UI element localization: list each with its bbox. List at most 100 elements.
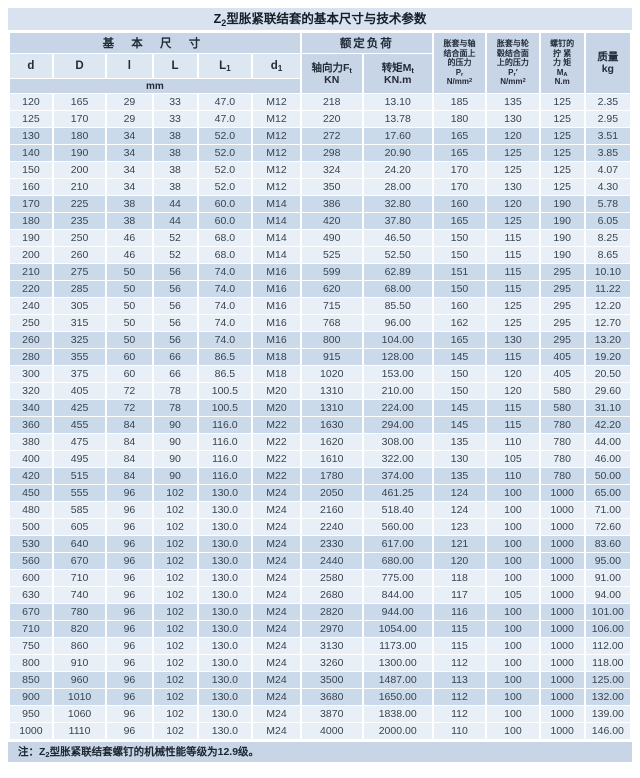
- cell-Ft: 915: [301, 349, 362, 365]
- cell-l: 38: [107, 213, 152, 229]
- cell-d: 800: [10, 655, 52, 671]
- cell-kg: 6.05: [585, 213, 630, 229]
- table-row: 190 250 46 52 68.0 M14 490 46.50 150 115 190 8.25: [10, 230, 630, 246]
- cell-Mt: 1054.00: [363, 621, 432, 637]
- cell-Mt: 96.00: [363, 315, 432, 331]
- cell-d: 150: [10, 162, 52, 178]
- mass-label: 质量: [597, 51, 619, 63]
- cell-d1: M24: [253, 706, 300, 722]
- cell-Pr: 121: [433, 536, 486, 552]
- cell-L1: 130.0: [198, 502, 252, 518]
- cell-D: 1010: [53, 689, 106, 705]
- cell-L: 38: [153, 179, 197, 195]
- cell-L1: 74.0: [198, 315, 252, 331]
- cell-MA: 125: [540, 94, 584, 110]
- cell-D: 455: [53, 417, 106, 433]
- cell-l: 96: [107, 570, 152, 586]
- cell-L1: 74.0: [198, 281, 252, 297]
- cell-Pr_hub: 105: [487, 587, 539, 603]
- cell-Pr_hub: 100: [487, 672, 539, 688]
- cell-Pr: 160: [433, 298, 486, 314]
- cell-kg: 112.00: [585, 638, 630, 654]
- cell-kg: 3.51: [585, 128, 630, 144]
- cell-Ft: 715: [301, 298, 362, 314]
- cell-Ft: 3260: [301, 655, 362, 671]
- cell-d1: M14: [253, 213, 300, 229]
- cell-Mt: 617.00: [363, 536, 432, 552]
- table-row: 130 180 34 38 52.0 M12 272 17.60 165 120 125 3.51: [10, 128, 630, 144]
- cell-D: 225: [53, 196, 106, 212]
- cell-L1: 130.0: [198, 519, 252, 535]
- cell-Pr_hub: 100: [487, 689, 539, 705]
- cell-MA: 295: [540, 315, 584, 331]
- cell-L1: 74.0: [198, 332, 252, 348]
- cell-L1: 47.0: [198, 111, 252, 127]
- cell-l: 34: [107, 128, 152, 144]
- cell-Ft: 1780: [301, 468, 362, 484]
- cell-L: 102: [153, 587, 197, 603]
- cell-Pr: 150: [433, 247, 486, 263]
- cell-Ft: 800: [301, 332, 362, 348]
- cell-Pr_hub: 105: [487, 451, 539, 467]
- cell-MA: 295: [540, 281, 584, 297]
- cell-Ft: 2680: [301, 587, 362, 603]
- cell-l: 34: [107, 145, 152, 161]
- cell-L1: 116.0: [198, 434, 252, 450]
- cell-D: 180: [53, 128, 106, 144]
- cell-D: 165: [53, 94, 106, 110]
- cell-d: 120: [10, 94, 52, 110]
- cell-D: 740: [53, 587, 106, 603]
- cell-MA: 1000: [540, 638, 584, 654]
- cell-L: 56: [153, 332, 197, 348]
- cell-Pr_hub: 115: [487, 230, 539, 246]
- cell-L: 102: [153, 723, 197, 739]
- cell-Pr_hub: 130: [487, 332, 539, 348]
- cell-L1: 130.0: [198, 706, 252, 722]
- cell-l: 50: [107, 332, 152, 348]
- cell-d1: M22: [253, 451, 300, 467]
- cell-Ft: 620: [301, 281, 362, 297]
- cell-D: 670: [53, 553, 106, 569]
- cell-L1: 60.0: [198, 213, 252, 229]
- pressure-shaft-symbol: Pr: [455, 67, 464, 79]
- cell-kg: 125.00: [585, 672, 630, 688]
- cell-L1: 100.5: [198, 383, 252, 399]
- cell-Mt: 461.25: [363, 485, 432, 501]
- cell-L1: 52.0: [198, 128, 252, 144]
- cell-d: 900: [10, 689, 52, 705]
- cell-Ft: 1610: [301, 451, 362, 467]
- cell-kg: 5.78: [585, 196, 630, 212]
- cell-Pr: 118: [433, 570, 486, 586]
- cell-Mt: 68.00: [363, 281, 432, 297]
- cell-l: 84: [107, 434, 152, 450]
- cell-d1: M24: [253, 587, 300, 603]
- axial-force-symbol: 轴向力Ft: [311, 61, 352, 75]
- cell-l: 96: [107, 689, 152, 705]
- cell-Pr: 120: [433, 553, 486, 569]
- table-row: 1000 1110 96 102 130.0 M24 4000 2000.00 110 100 10…: [10, 723, 630, 739]
- cell-l: 84: [107, 417, 152, 433]
- cell-L: 38: [153, 145, 197, 161]
- column-header-L1: L1: [198, 54, 252, 78]
- cell-l: 96: [107, 655, 152, 671]
- column-header-d1: d1: [253, 54, 300, 78]
- cell-Mt: 294.00: [363, 417, 432, 433]
- cell-Mt: 28.00: [363, 179, 432, 195]
- table-row: 300 375 60 66 86.5 M18 1020 153.00 150 120 405 20.5…: [10, 366, 630, 382]
- cell-d1: M24: [253, 621, 300, 637]
- cell-d: 480: [10, 502, 52, 518]
- cell-Pr: 160: [433, 196, 486, 212]
- cell-d1: M24: [253, 519, 300, 535]
- table-row: 450 555 96 102 130.0 M24 2050 461.25 124 100 1000 6…: [10, 485, 630, 501]
- cell-Mt: 20.90: [363, 145, 432, 161]
- cell-d1: M16: [253, 332, 300, 348]
- table-row: 150 200 34 38 52.0 M12 324 24.20 170 125 125 4.07: [10, 162, 630, 178]
- cell-l: 84: [107, 468, 152, 484]
- column-header-l: l: [107, 54, 152, 78]
- cell-L1: 130.0: [198, 553, 252, 569]
- cell-d: 450: [10, 485, 52, 501]
- cell-L1: 86.5: [198, 349, 252, 365]
- cell-kg: 31.10: [585, 400, 630, 416]
- cell-d1: M24: [253, 502, 300, 518]
- table-row: 200 260 46 52 68.0 M14 525 52.50 150 115 190 8.65: [10, 247, 630, 263]
